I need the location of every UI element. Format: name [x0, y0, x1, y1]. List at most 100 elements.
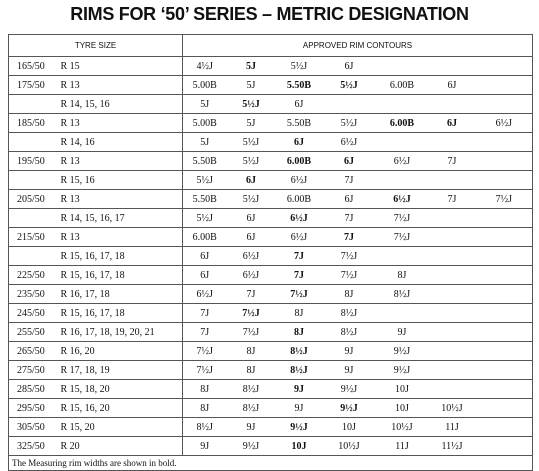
rim-contour: 9½J: [375, 341, 429, 361]
rim-contour: 8J: [275, 322, 323, 342]
empty-cell: [475, 265, 534, 285]
rim-contour: 8J: [322, 284, 376, 304]
rim-contour: 7½J: [182, 341, 227, 361]
rim-contour: 10J: [275, 436, 323, 456]
rim-contour: 5.50B: [275, 75, 323, 95]
rim-contour: 11½J: [428, 436, 476, 456]
rim-contour: 6½J: [475, 113, 534, 133]
rim-contour: 7J: [226, 284, 276, 304]
rim-contour: 10½J: [322, 436, 376, 456]
rim-contour: 5.00B: [182, 113, 227, 133]
rim-contour: 8J: [226, 360, 276, 380]
empty-cell: [475, 151, 534, 171]
rim-contour: 7½J: [322, 265, 376, 285]
rim-diameters: R 13: [60, 151, 183, 171]
rim-contour: 9½J: [322, 398, 376, 418]
rim-contour: 6½J: [375, 189, 429, 209]
rim-contour: 6.00B: [182, 227, 227, 247]
tyre-size: 325/50: [8, 436, 61, 456]
table-row: 185/50 R 13 5.00B 5J 5.50B 5½J 6.00B 6J 6½J: [8, 113, 534, 133]
empty-cell: [475, 132, 534, 152]
rim-contour: 6J: [226, 208, 276, 228]
rim-contour: 9J: [322, 360, 376, 380]
table-row: 275/50 R 17, 18, 19 7½J 8J 8½J 9J 9½J: [8, 360, 534, 380]
tyre-size: 285/50: [8, 379, 61, 399]
rim-contour: 6½J: [275, 170, 323, 190]
empty-cell: [428, 56, 476, 76]
tyre-size: 225/50: [8, 265, 61, 285]
rim-contour: 8½J: [182, 417, 227, 437]
rim-contour: 7J: [275, 265, 323, 285]
rim-contour: 6J: [428, 113, 476, 133]
rim-contour: 6.00B: [375, 75, 429, 95]
rim-contour: 8J: [275, 303, 323, 323]
rim-contour: 7½J: [182, 360, 227, 380]
rim-contour: 6½J: [322, 132, 376, 152]
rim-diameters: R 13: [60, 75, 183, 95]
rim-diameters: R 16, 20: [60, 341, 183, 361]
rim-contour: 7½J: [375, 227, 429, 247]
rim-contour: 8J: [226, 341, 276, 361]
rim-diameters: R 13: [60, 227, 183, 247]
rim-contour: 7J: [182, 322, 227, 342]
table-row: 305/50 R 15, 20 8½J 9J 9½J 10J 10½J 11J: [8, 417, 534, 437]
empty-cell: [428, 265, 476, 285]
empty-cell: [428, 246, 476, 266]
rim-contour: 6J: [275, 94, 323, 114]
rim-contour: 9J: [226, 417, 276, 437]
table-row: R 15, 16 5½J 6J 6½J 7J: [8, 170, 534, 190]
rim-contour: 6J: [275, 132, 323, 152]
rim-contour: 6½J: [226, 246, 276, 266]
empty-cell: [428, 94, 476, 114]
rim-contour: 8½J: [226, 379, 276, 399]
empty-cell: [428, 132, 476, 152]
tyre-size: 175/50: [8, 75, 61, 95]
rim-contour: 9½J: [226, 436, 276, 456]
rim-contour: 11J: [375, 436, 429, 456]
rim-diameters: R 14, 15, 16, 17: [60, 208, 183, 228]
rim-contour: 8J: [182, 379, 227, 399]
empty-cell: [475, 360, 534, 380]
empty-cell: [475, 227, 534, 247]
rim-contour: 7½J: [475, 189, 534, 209]
title: RIMS FOR ‘50’ SERIES – METRIC DESIGNATIO…: [70, 4, 469, 24]
table-row: 245/50 R 15, 16, 17, 18 7J 7½J 8J 8½J: [8, 303, 534, 323]
empty-cell: [475, 398, 534, 418]
tyre-size: 235/50: [8, 284, 61, 304]
empty-cell: [475, 341, 534, 361]
rim-contour: 7J: [322, 170, 376, 190]
table-row: 235/50 R 16, 17, 18 6½J 7J 7½J 8J 8½J: [8, 284, 534, 304]
rim-contour: 5J: [182, 94, 227, 114]
rim-contour: 7J: [322, 208, 376, 228]
tyre-size: 305/50: [8, 417, 61, 437]
rim-contour: 5½J: [226, 151, 276, 171]
rim-diameters: R 15, 18, 20: [60, 379, 183, 399]
rim-contour: 9J: [322, 341, 376, 361]
rim-contour: 6J: [182, 246, 227, 266]
rim-contour: 8½J: [375, 284, 429, 304]
empty-cell: [428, 379, 476, 399]
rim-diameters: R 16, 17, 18, 19, 20, 21: [60, 322, 183, 342]
tyre-size: [8, 208, 61, 228]
rim-contour: 6½J: [182, 284, 227, 304]
rim-contour: 6½J: [226, 265, 276, 285]
rim-contour: 10½J: [375, 417, 429, 437]
rim-diameters: R 15, 16, 20: [60, 398, 183, 418]
header-row: TYRE SIZE APPROVED RIM CONTOURS: [8, 34, 534, 57]
rim-contour: 8J: [182, 398, 227, 418]
rim-contour: 5J: [226, 113, 276, 133]
empty-cell: [475, 208, 534, 228]
rim-diameters: R 14, 15, 16: [60, 94, 183, 114]
tyre-size: 245/50: [8, 303, 61, 323]
empty-cell: [475, 94, 534, 114]
rim-contour: 7½J: [275, 284, 323, 304]
table-row: R 14, 15, 16 5J 5½J 6J: [8, 94, 534, 114]
empty-cell: [375, 94, 429, 114]
rim-diameters: R 20: [60, 436, 183, 456]
rim-contour: 9½J: [322, 379, 376, 399]
rim-contour: 7J: [428, 189, 476, 209]
rim-contour: 5½J: [226, 94, 276, 114]
tyre-size: 295/50: [8, 398, 61, 418]
rim-contour: 5.50B: [182, 151, 227, 171]
